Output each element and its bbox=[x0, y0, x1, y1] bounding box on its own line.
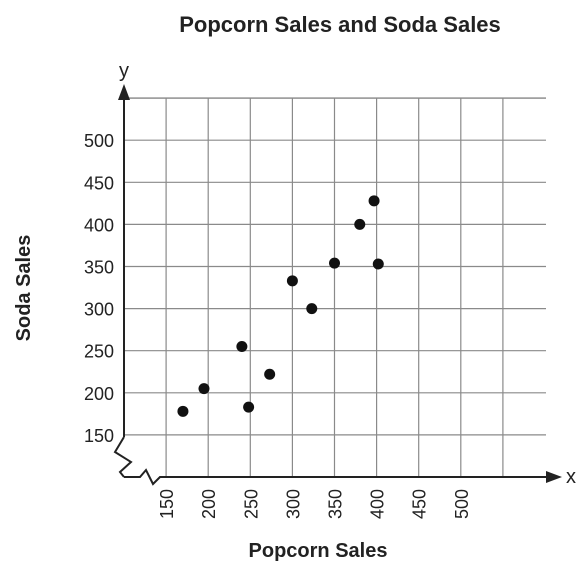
x-tick-label: 500 bbox=[452, 489, 472, 519]
y-axis-break bbox=[113, 436, 133, 478]
data-point bbox=[368, 195, 380, 207]
y-tick-label: 300 bbox=[84, 300, 114, 320]
data-point bbox=[236, 340, 248, 352]
x-tick-labels: 150 200 250 300 350 400 450 500 bbox=[157, 489, 472, 519]
x-tick-label: 150 bbox=[157, 489, 177, 519]
x-axis-break bbox=[124, 468, 166, 486]
data-point bbox=[329, 257, 340, 269]
y-tick-label: 450 bbox=[84, 173, 114, 193]
y-tick-label: 250 bbox=[84, 342, 114, 362]
axes bbox=[113, 84, 562, 486]
x-tick-label: 450 bbox=[410, 489, 430, 519]
x-tick-label: 350 bbox=[326, 489, 346, 519]
y-tick-label: 150 bbox=[84, 426, 114, 446]
y-tick-label: 350 bbox=[84, 258, 114, 278]
data-point bbox=[243, 401, 255, 413]
data-point bbox=[306, 303, 318, 315]
data-point bbox=[198, 383, 210, 395]
y-axis-title: Soda Sales bbox=[13, 235, 35, 342]
x-axis-letter: x bbox=[566, 466, 576, 488]
data-point bbox=[177, 405, 189, 417]
x-tick-label: 250 bbox=[241, 489, 261, 519]
y-tick-label: 500 bbox=[84, 131, 114, 151]
data-points bbox=[177, 195, 384, 417]
y-axis-letter: y bbox=[119, 60, 129, 82]
y-tick-label: 200 bbox=[84, 384, 114, 404]
x-tick-label: 200 bbox=[199, 489, 219, 519]
grid bbox=[124, 97, 546, 477]
data-point bbox=[372, 258, 384, 270]
chart-title: Popcorn Sales and Soda Sales bbox=[179, 12, 501, 37]
y-tick-label: 400 bbox=[84, 215, 114, 235]
data-point bbox=[354, 218, 366, 230]
x-axis-arrow bbox=[546, 471, 562, 483]
data-point bbox=[264, 368, 276, 380]
x-tick-label: 400 bbox=[368, 489, 388, 519]
x-axis-title: Popcorn Sales bbox=[249, 540, 388, 562]
data-point bbox=[286, 275, 298, 287]
y-tick-labels: 150 200 250 300 350 400 450 500 bbox=[84, 131, 114, 446]
x-tick-label: 300 bbox=[283, 489, 303, 519]
y-axis-arrow bbox=[118, 84, 130, 100]
